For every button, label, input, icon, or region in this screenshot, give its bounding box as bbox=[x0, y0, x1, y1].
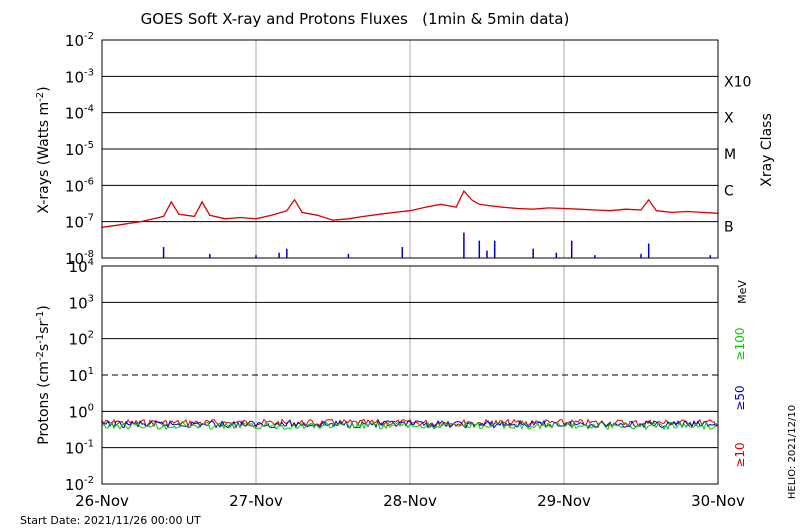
proton-panel-frame bbox=[101, 265, 719, 485]
xray-y-tick-label: 10-4 bbox=[65, 104, 94, 123]
proton-gridlines bbox=[102, 266, 718, 484]
xray-class-label: B bbox=[724, 220, 734, 236]
xray-class-label: C bbox=[724, 183, 734, 199]
chart-title: GOES Soft X-ray and Protons Fluxes (1min… bbox=[141, 10, 570, 28]
xray-y-tick-label: 10-5 bbox=[65, 140, 94, 159]
proton-unit-label: MeV bbox=[736, 280, 749, 304]
proton-y-tick-label: 10-2 bbox=[65, 475, 94, 494]
xray-class-label: X bbox=[724, 111, 734, 127]
proton-y-tick-label: 102 bbox=[69, 330, 94, 349]
proton-y-axis-label: Protons (cm-2s-1sr-1) bbox=[35, 305, 52, 444]
proton-legend-label: ≥10 bbox=[733, 442, 747, 467]
x-tick-label: 30-Nov bbox=[691, 492, 745, 510]
xray-class-labels: X10 X M C B bbox=[724, 74, 751, 235]
proton-legend: ≥10 ≥50 ≥100 bbox=[733, 328, 747, 468]
start-date-label: Start Date: 2021/11/26 00:00 UT bbox=[20, 514, 201, 527]
xray-y-tick-label: 10-3 bbox=[65, 67, 94, 86]
x-tick-label: 27-Nov bbox=[229, 492, 283, 510]
xray-class-label: X10 bbox=[724, 74, 751, 90]
proton-y-tick-label: 103 bbox=[69, 293, 94, 312]
proton-flux-line bbox=[101, 421, 719, 431]
xray-class-label: M bbox=[724, 147, 736, 163]
proton-y-tick-label: 10-1 bbox=[65, 439, 94, 458]
proton-flux-line bbox=[101, 418, 719, 428]
xray-gridlines bbox=[102, 40, 718, 258]
proton-y-tick-label: 101 bbox=[69, 366, 94, 385]
xray-y-axis-label: X-rays (Watts m-2) bbox=[35, 86, 52, 213]
proton-y-tick-label: 104 bbox=[69, 257, 94, 276]
xray-class-axis-title: Xray Class bbox=[759, 113, 775, 187]
proton-legend-label: ≥100 bbox=[733, 328, 747, 361]
xray-y-tick-label: 10-2 bbox=[65, 31, 94, 50]
xray-long-wavelength-line bbox=[101, 189, 719, 228]
x-tick-label: 26-Nov bbox=[75, 492, 129, 510]
xray-y-tick-label: 10-7 bbox=[65, 213, 94, 232]
proton-panel: 104 103 102 101 100 10-1 10-2 Protons (cm-2s-1… bbox=[35, 257, 749, 494]
xray-y-tick-label: 10-6 bbox=[65, 176, 94, 195]
x-axis-tick-labels: 26-Nov 27-Nov 28-Nov 29-Nov 30-Nov bbox=[75, 492, 745, 510]
xray-y-tick-labels: 10-2 10-3 10-4 10-5 10-6 10-7 10-8 bbox=[65, 31, 94, 268]
helio-date-label: HELIO: 2021/12/10 bbox=[787, 405, 798, 499]
proton-y-tick-labels: 104 103 102 101 100 10-1 10-2 bbox=[65, 257, 94, 494]
xray-panel-frame bbox=[101, 39, 719, 259]
x-tick-label: 28-Nov bbox=[383, 492, 437, 510]
proton-y-tick-label: 100 bbox=[69, 402, 94, 421]
proton-series bbox=[101, 418, 719, 431]
proton-legend-label: ≥50 bbox=[733, 385, 747, 410]
x-tick-label: 29-Nov bbox=[537, 492, 591, 510]
xray-y-tick-label: 10-8 bbox=[65, 249, 94, 268]
xray-panel: 10-2 10-3 10-4 10-5 10-6 10-7 10-8 X-rays (Wat… bbox=[35, 31, 775, 268]
